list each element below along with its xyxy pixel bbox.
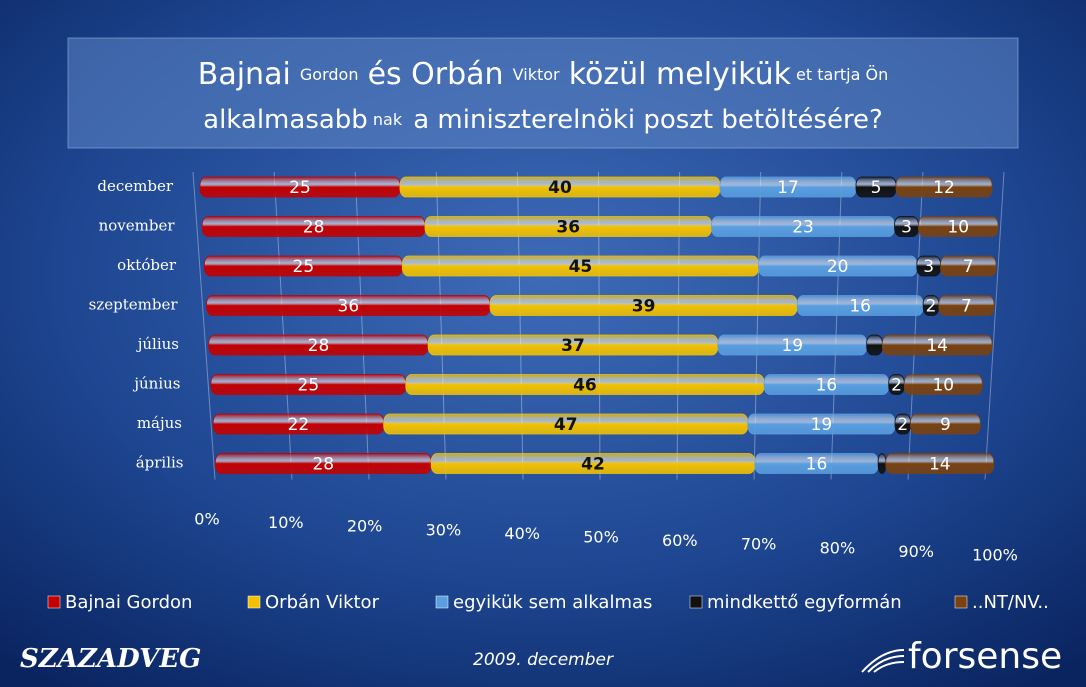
y-tick-label: október bbox=[117, 256, 177, 274]
legend-label: ..NT/NV.. bbox=[972, 592, 1049, 613]
data-label: 3 bbox=[901, 218, 912, 238]
footer-date: 2009. december bbox=[473, 650, 614, 670]
data-label: 28 bbox=[312, 455, 334, 475]
y-tick-label: július bbox=[136, 335, 179, 353]
x-tick-label: 70% bbox=[741, 535, 777, 554]
y-tick-label: június bbox=[132, 375, 180, 393]
bar-segment bbox=[867, 335, 883, 355]
title-part: Bajnai bbox=[198, 57, 291, 92]
title-part: alkalmasabb bbox=[203, 105, 368, 135]
data-label: 14 bbox=[926, 336, 948, 356]
data-label: 14 bbox=[929, 455, 951, 475]
legend-label: Orbán Viktor bbox=[265, 592, 380, 613]
legend-swatch bbox=[955, 596, 967, 608]
data-label: 9 bbox=[940, 415, 951, 435]
x-tick-label: 0% bbox=[194, 510, 219, 529]
bar-segment bbox=[878, 454, 886, 474]
data-label: 45 bbox=[569, 257, 593, 277]
data-label: 19 bbox=[811, 415, 833, 435]
legend-swatch bbox=[248, 596, 260, 608]
title-part: és Orbán bbox=[368, 57, 504, 92]
legend-label: egyikük sem alkalmas bbox=[453, 592, 652, 613]
legend-swatch bbox=[48, 596, 60, 608]
data-label: 3 bbox=[923, 257, 934, 277]
data-label: 28 bbox=[303, 218, 325, 238]
data-label: 36 bbox=[556, 218, 580, 238]
x-tick-label: 50% bbox=[583, 528, 619, 547]
data-label: 7 bbox=[963, 257, 974, 277]
x-tick-label: 80% bbox=[820, 538, 856, 557]
data-label: 2 bbox=[926, 297, 937, 317]
data-label: 2 bbox=[897, 415, 908, 435]
data-label: 42 bbox=[581, 455, 605, 475]
data-label: 23 bbox=[792, 218, 814, 238]
data-label: 10 bbox=[947, 218, 969, 238]
data-label: 22 bbox=[288, 415, 310, 435]
x-tick-label: 30% bbox=[426, 520, 462, 539]
legend-swatch bbox=[436, 596, 448, 608]
data-label: 10 bbox=[932, 376, 954, 396]
data-label: 5 bbox=[871, 178, 882, 198]
chart-title: alkalmasabb nak a miniszterelnöki poszt … bbox=[203, 105, 883, 135]
data-label: 28 bbox=[308, 336, 330, 356]
data-label: 47 bbox=[554, 415, 578, 435]
y-tick-label: december bbox=[97, 177, 173, 195]
title-part: nak bbox=[373, 110, 403, 129]
data-label: 17 bbox=[777, 178, 799, 198]
title-part: a miniszterelnöki poszt betöltésére? bbox=[413, 105, 883, 135]
data-label: 16 bbox=[806, 455, 828, 475]
x-tick-label: 20% bbox=[347, 517, 383, 536]
x-tick-label: 90% bbox=[898, 542, 934, 561]
y-tick-label: szeptember bbox=[89, 296, 179, 314]
title-part: közül melyikük bbox=[569, 57, 792, 92]
data-label: 25 bbox=[289, 178, 311, 198]
data-label: 25 bbox=[298, 376, 320, 396]
data-label: 46 bbox=[573, 376, 597, 396]
data-label: 25 bbox=[293, 257, 315, 277]
data-label: 7 bbox=[961, 297, 972, 317]
legend-label: mindkettő egyformán bbox=[707, 592, 902, 613]
data-label: 40 bbox=[548, 178, 572, 198]
y-tick-label: november bbox=[99, 217, 176, 235]
data-label: 20 bbox=[827, 257, 849, 277]
title-part: Viktor bbox=[513, 65, 560, 84]
legend-label: Bajnai Gordon bbox=[65, 592, 192, 613]
x-tick-label: 60% bbox=[662, 531, 698, 550]
data-label: 12 bbox=[933, 178, 955, 198]
title-part: Gordon bbox=[300, 65, 359, 84]
x-tick-label: 40% bbox=[504, 524, 540, 543]
data-label: 16 bbox=[849, 297, 871, 317]
chart: Bajnai Gordon és Orbán Viktor közül mely… bbox=[0, 0, 1086, 687]
y-tick-label: május bbox=[137, 414, 182, 432]
title-part: et tartja Ön bbox=[796, 65, 888, 84]
logo-left: SZAZADVEG bbox=[20, 644, 201, 674]
data-label: 37 bbox=[561, 336, 585, 356]
data-label: 39 bbox=[632, 297, 656, 317]
data-label: 36 bbox=[338, 297, 360, 317]
legend-swatch bbox=[690, 596, 702, 608]
logo-right: forsense bbox=[908, 636, 1062, 677]
y-tick-label: április bbox=[136, 454, 184, 472]
data-label: 16 bbox=[816, 376, 838, 396]
data-label: 19 bbox=[781, 336, 803, 356]
data-label: 2 bbox=[891, 376, 902, 396]
x-tick-label: 10% bbox=[268, 513, 304, 532]
x-tick-label: 100% bbox=[972, 546, 1018, 565]
